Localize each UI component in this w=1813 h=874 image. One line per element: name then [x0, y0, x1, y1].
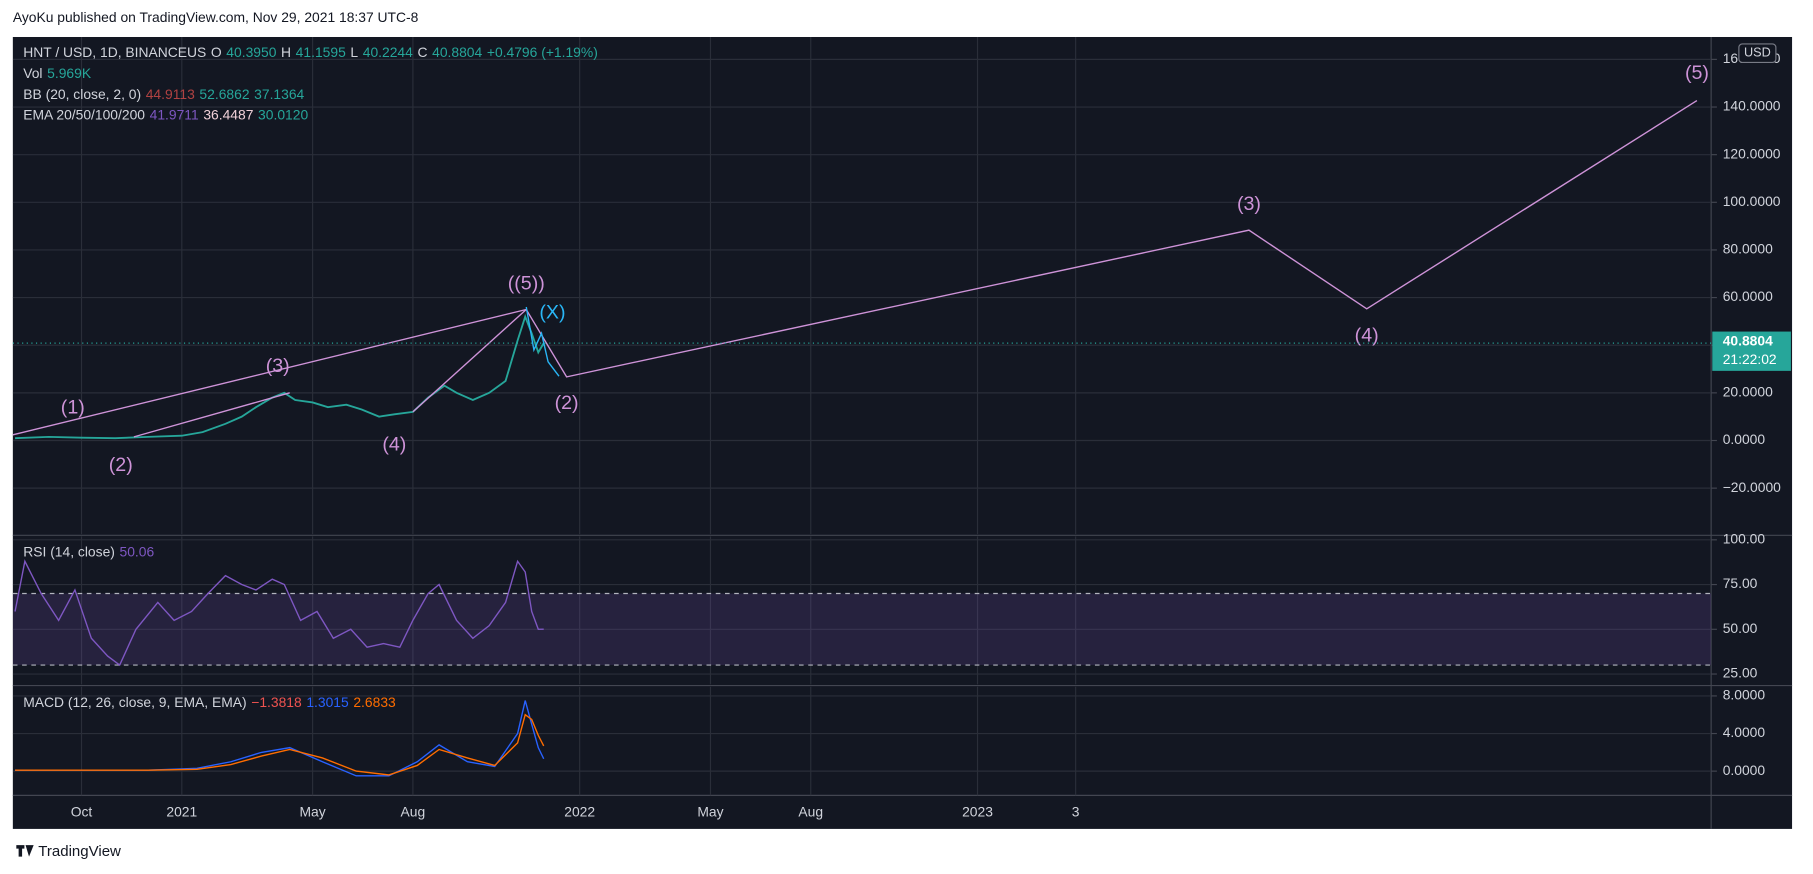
- legend-item: EMA 20/50/100/200: [23, 106, 145, 122]
- legend-item: −1.3818: [251, 694, 302, 710]
- chart-background: [12, 36, 1793, 829]
- series-line: [412, 308, 527, 413]
- y-tick-label: 0.0000: [1723, 431, 1766, 447]
- y-tick-label: 75.00: [1723, 575, 1758, 591]
- y-tick-label: 0.0000: [1723, 762, 1766, 778]
- y-tick-label: 140.0000: [1723, 98, 1781, 114]
- legend-item: 52.6862: [199, 85, 249, 101]
- y-tick-label: 50.00: [1723, 620, 1758, 636]
- legend-row: Vol 5.969K: [23, 65, 92, 81]
- legend-item: HNT / USD, 1D, BINANCEUS: [23, 44, 206, 60]
- legend-item: L: [350, 44, 358, 60]
- series-line: [133, 392, 290, 438]
- legend-item: 44.9113: [146, 85, 195, 101]
- series-line: [15, 313, 545, 440]
- x-tick-label: May: [697, 803, 723, 819]
- last-price-box: [1712, 331, 1791, 371]
- x-tick-label: Aug: [401, 803, 426, 819]
- legend-item: C: [417, 44, 427, 60]
- byline: AyoKu published on TradingView.com, Nov …: [13, 9, 419, 25]
- series-line: [525, 306, 560, 377]
- legend-item: 40.3950: [226, 44, 276, 60]
- legend-item: 37.1364: [254, 85, 304, 101]
- legend-item: 40.2244: [363, 44, 413, 60]
- legend-item: Vol: [23, 65, 42, 81]
- y-tick-label: 100.00: [1723, 530, 1766, 546]
- wave-label: (2): [109, 454, 133, 476]
- y-tick-label: −20.0000: [1723, 479, 1781, 495]
- legend-item: 41.9711: [150, 106, 199, 122]
- y-tick-label: 100.0000: [1723, 193, 1781, 209]
- rsi-band: [12, 593, 1712, 666]
- x-tick-label: May: [300, 803, 326, 819]
- wave-label: (X): [539, 301, 565, 323]
- y-tick-label: 8.0000: [1723, 687, 1766, 703]
- legend-row: BB (20, close, 2, 0) 44.9113 52.6862 37.136…: [23, 85, 304, 101]
- y-tick-label: 80.0000: [1723, 241, 1773, 257]
- legend-item: 41.1595: [296, 44, 346, 60]
- legend-item: H: [281, 44, 291, 60]
- wave-label: (4): [382, 433, 406, 455]
- wave-label: (5): [1685, 62, 1709, 84]
- series-line: [15, 700, 545, 777]
- wave-label: (1): [61, 396, 85, 418]
- legend-row: MACD (12, 26, close, 9, EMA, EMA) −1.3818…: [23, 694, 396, 710]
- series-line: [12, 99, 1698, 436]
- currency-label: USD: [1744, 45, 1771, 60]
- y-tick-label: 60.0000: [1723, 288, 1773, 304]
- legend-item: 40.8804: [432, 44, 482, 60]
- y-tick-label: 25.00: [1723, 665, 1758, 681]
- legend-row: HNT / USD, 1D, BINANCEUS O 40.3950 H 41.1595…: [23, 44, 598, 60]
- legend-item: 50.06: [120, 543, 155, 559]
- wave-label: (4): [1355, 325, 1379, 347]
- legend-row: RSI (14, close) 50.06: [23, 543, 154, 559]
- legend-item: 36.4487: [203, 106, 253, 122]
- series-line: [14, 559, 544, 667]
- wave-label: ((5)): [508, 273, 545, 295]
- x-tick-label: 2023: [962, 803, 993, 819]
- x-tick-label: 2021: [166, 803, 197, 819]
- y-tick-label: 120.0000: [1723, 145, 1781, 161]
- plot-layer: (1) (2) (3) (4) ((5)) (X) (2) (3) (4) (5): [12, 36, 1712, 796]
- legend-item: 5.969K: [47, 65, 92, 81]
- x-tick-label: 3: [1072, 803, 1080, 819]
- legend-item: BB (20, close, 2, 0): [23, 85, 141, 101]
- legend-row: EMA 20/50/100/200 41.9711 36.4487 30.0120: [23, 106, 308, 122]
- x-tick-label: Oct: [71, 803, 93, 819]
- legend-item: 2.6833: [353, 694, 396, 710]
- legend-item: 30.0120: [258, 106, 308, 122]
- legend-item: RSI (14, close): [23, 543, 115, 559]
- x-tick-label: 2022: [564, 803, 595, 819]
- y-tick-label: 20.0000: [1723, 384, 1773, 400]
- last-price-label: 40.8804: [1723, 333, 1773, 349]
- legend-item: MACD (12, 26, close, 9, EMA, EMA): [23, 694, 246, 710]
- x-tick-label: Aug: [798, 803, 823, 819]
- brand-logo: [16, 845, 34, 857]
- legend-item: +0.4796 (+1.19%): [487, 44, 598, 60]
- wave-label: (3): [1237, 193, 1261, 215]
- legend-item: O: [211, 44, 222, 60]
- countdown-label: 21:22:02: [1723, 351, 1777, 367]
- legend-item: 1.3015: [306, 694, 349, 710]
- wave-label: (3): [266, 355, 290, 377]
- series-line: [15, 713, 545, 776]
- brand: TradingView: [38, 843, 121, 860]
- currency-box: [1738, 43, 1777, 64]
- wave-label: (2): [555, 392, 579, 414]
- y-tick-label: 4.0000: [1723, 724, 1766, 740]
